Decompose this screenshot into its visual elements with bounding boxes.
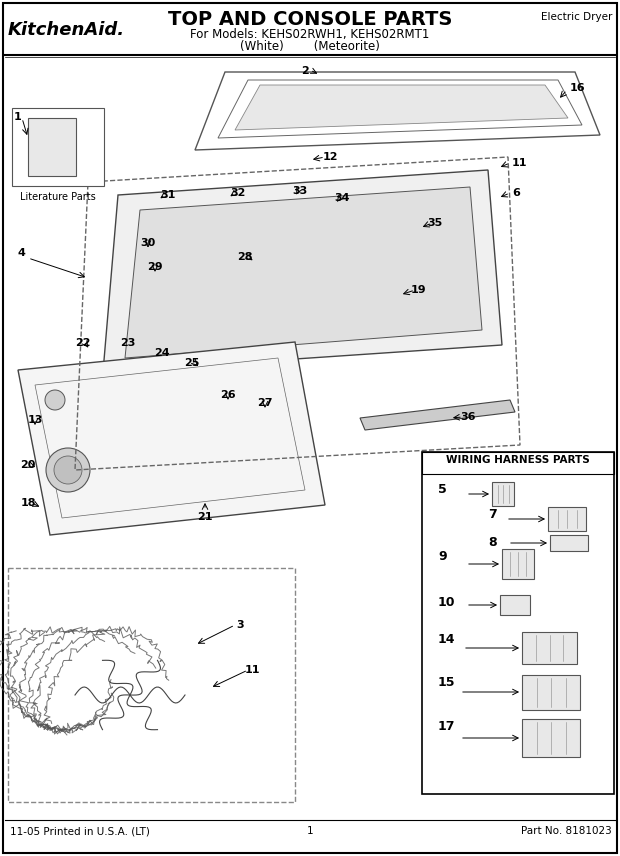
Bar (550, 535, 588, 551)
Text: 10: 10 (438, 596, 456, 609)
Text: 14: 14 (438, 633, 456, 646)
Text: 11: 11 (512, 158, 528, 168)
Text: Electric Dryer: Electric Dryer (541, 12, 612, 22)
Bar (502, 549, 534, 579)
Text: 17: 17 (438, 720, 456, 733)
Bar (500, 595, 530, 615)
Text: 1: 1 (14, 112, 22, 122)
Text: (White)        (Meteorite): (White) (Meteorite) (240, 40, 380, 53)
Text: KitchenAid.: KitchenAid. (8, 21, 125, 39)
Text: 18: 18 (20, 498, 36, 508)
Text: 3: 3 (236, 620, 244, 630)
Text: 15: 15 (438, 676, 456, 689)
Circle shape (46, 448, 90, 492)
Text: 35: 35 (427, 218, 443, 228)
Text: 11: 11 (244, 665, 260, 675)
Bar (422, 452, 614, 474)
Text: 19: 19 (410, 285, 426, 295)
Bar (422, 452, 614, 794)
Text: 33: 33 (293, 186, 308, 196)
Bar (28, 118, 76, 176)
Bar (522, 719, 580, 757)
Text: 24: 24 (154, 348, 170, 358)
Text: 12: 12 (322, 152, 338, 162)
Text: 34: 34 (334, 193, 350, 203)
Text: TOP AND CONSOLE PARTS: TOP AND CONSOLE PARTS (168, 10, 452, 29)
Text: 26: 26 (220, 390, 236, 400)
Text: WIRING HARNESS PARTS: WIRING HARNESS PARTS (446, 455, 590, 465)
Polygon shape (235, 85, 568, 130)
Text: 5: 5 (438, 483, 447, 496)
Text: 1: 1 (307, 826, 313, 836)
Bar (548, 507, 586, 531)
Text: 7: 7 (488, 508, 497, 521)
Text: 32: 32 (230, 188, 246, 198)
Text: 9: 9 (438, 550, 446, 563)
Text: Part No. 8181023: Part No. 8181023 (521, 826, 612, 836)
Text: 13: 13 (27, 415, 43, 425)
Polygon shape (125, 187, 482, 358)
Bar (492, 482, 514, 506)
Polygon shape (360, 400, 515, 430)
Circle shape (45, 390, 65, 410)
Text: 6: 6 (512, 188, 520, 198)
Text: 20: 20 (20, 460, 36, 470)
Bar (522, 675, 580, 710)
Text: 25: 25 (184, 358, 200, 368)
Polygon shape (18, 342, 325, 535)
Text: 36: 36 (460, 412, 476, 422)
Text: 2: 2 (301, 66, 309, 76)
Text: 30: 30 (140, 238, 156, 248)
Circle shape (54, 456, 82, 484)
Text: 28: 28 (237, 252, 253, 262)
Text: 4: 4 (18, 248, 26, 258)
Text: 29: 29 (147, 262, 163, 272)
Bar (522, 632, 577, 664)
Polygon shape (103, 170, 502, 372)
Text: For Models: KEHS02RWH1, KEHS02RMT1: For Models: KEHS02RWH1, KEHS02RMT1 (190, 28, 430, 41)
Text: 23: 23 (120, 338, 136, 348)
Text: 11-05 Printed in U.S.A. (LT): 11-05 Printed in U.S.A. (LT) (10, 826, 150, 836)
Bar (12, 108, 104, 186)
Text: 31: 31 (161, 190, 175, 200)
Text: Literature Parts: Literature Parts (20, 192, 96, 202)
Text: 21: 21 (197, 512, 213, 522)
Text: 8: 8 (488, 536, 497, 549)
Text: 27: 27 (257, 398, 273, 408)
Text: 22: 22 (75, 338, 91, 348)
Text: 16: 16 (570, 83, 586, 93)
